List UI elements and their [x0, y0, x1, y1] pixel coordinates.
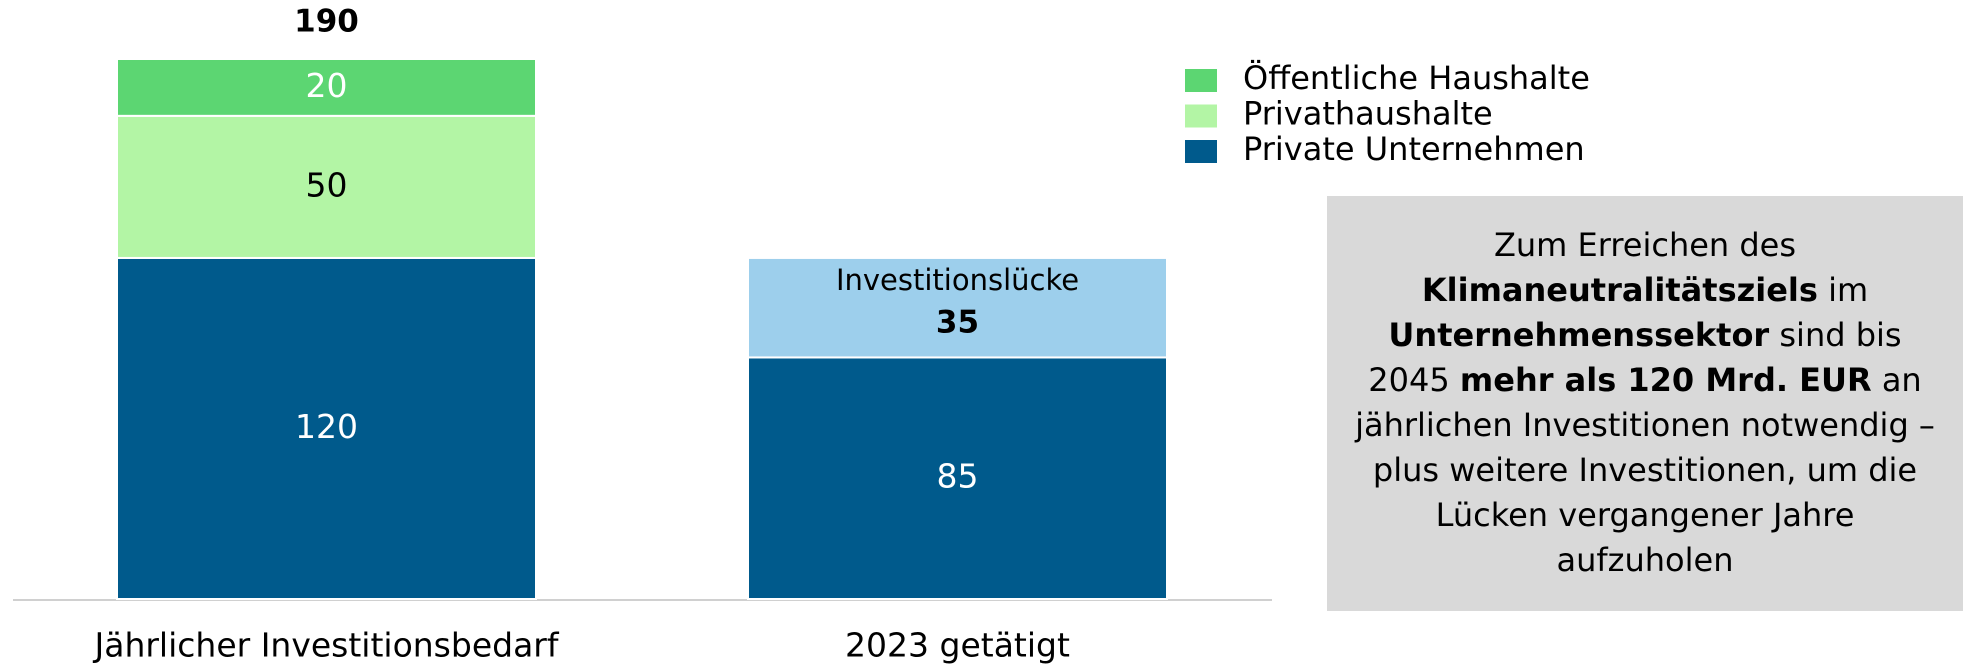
- annotation-run: jährlichen Investitionen notwendig –: [1354, 406, 1935, 444]
- annotation-line: Klimaneutralitätsziels im: [1422, 271, 1868, 309]
- legend-label: Öffentliche Haushalte: [1243, 59, 1590, 97]
- annotation-run: 2045: [1368, 361, 1460, 399]
- annotation-line: 2045 mehr als 120 Mrd. EUR an: [1368, 361, 1921, 399]
- legend-swatch: [1185, 140, 1217, 163]
- annotation-run: Lücken vergangener Jahre: [1436, 496, 1855, 534]
- total-label: 190: [294, 4, 359, 40]
- value-label: 20: [306, 66, 348, 105]
- annotation-run: aufzuholen: [1557, 541, 1734, 579]
- annotation-box: [1327, 196, 1963, 611]
- annotation-line: Lücken vergangener Jahre: [1436, 496, 1855, 534]
- legend-label: Private Unternehmen: [1243, 130, 1585, 168]
- bar-segment: [116, 58, 537, 117]
- annotation-run: plus weitere Investitionen, um die: [1373, 451, 1917, 489]
- value-label: 50: [306, 165, 348, 204]
- bar-segment: [747, 356, 1168, 600]
- bar-segment: [116, 256, 537, 600]
- annotation-run: an: [1872, 361, 1922, 399]
- annotation-run: Zum Erreichen des: [1494, 226, 1796, 264]
- value-label: 120: [295, 407, 358, 446]
- annotation-line: Zum Erreichen des: [1494, 226, 1796, 264]
- segment-name: Investitionslücke: [836, 263, 1079, 297]
- annotation-line: Unternehmenssektor sind bis: [1388, 316, 1901, 354]
- legend-swatch: [1185, 104, 1217, 128]
- annotation-line: aufzuholen: [1557, 541, 1734, 579]
- annotation-run: Unternehmenssektor: [1388, 316, 1769, 354]
- annotation-run: mehr als 120 Mrd. EUR: [1460, 361, 1872, 399]
- value-label: 85: [937, 457, 979, 496]
- x-tick-label: 2023 getätigt: [845, 626, 1070, 664]
- annotation-run: sind bis: [1769, 316, 1901, 354]
- annotation-line: jährlichen Investitionen notwendig –: [1354, 406, 1935, 444]
- value-label: 35: [936, 304, 979, 340]
- annotation-line: plus weitere Investitionen, um die: [1373, 451, 1917, 489]
- x-tick-label: Jährlicher Investitionsbedarf: [93, 626, 560, 664]
- bar-segment: [747, 256, 1168, 359]
- annotation-run: Klimaneutralitätsziels: [1422, 271, 1818, 309]
- annotation-run: im: [1818, 271, 1868, 309]
- legend-label: Privathaushalte: [1243, 95, 1493, 133]
- legend-swatch: [1185, 69, 1217, 92]
- bar-segment: [116, 114, 537, 259]
